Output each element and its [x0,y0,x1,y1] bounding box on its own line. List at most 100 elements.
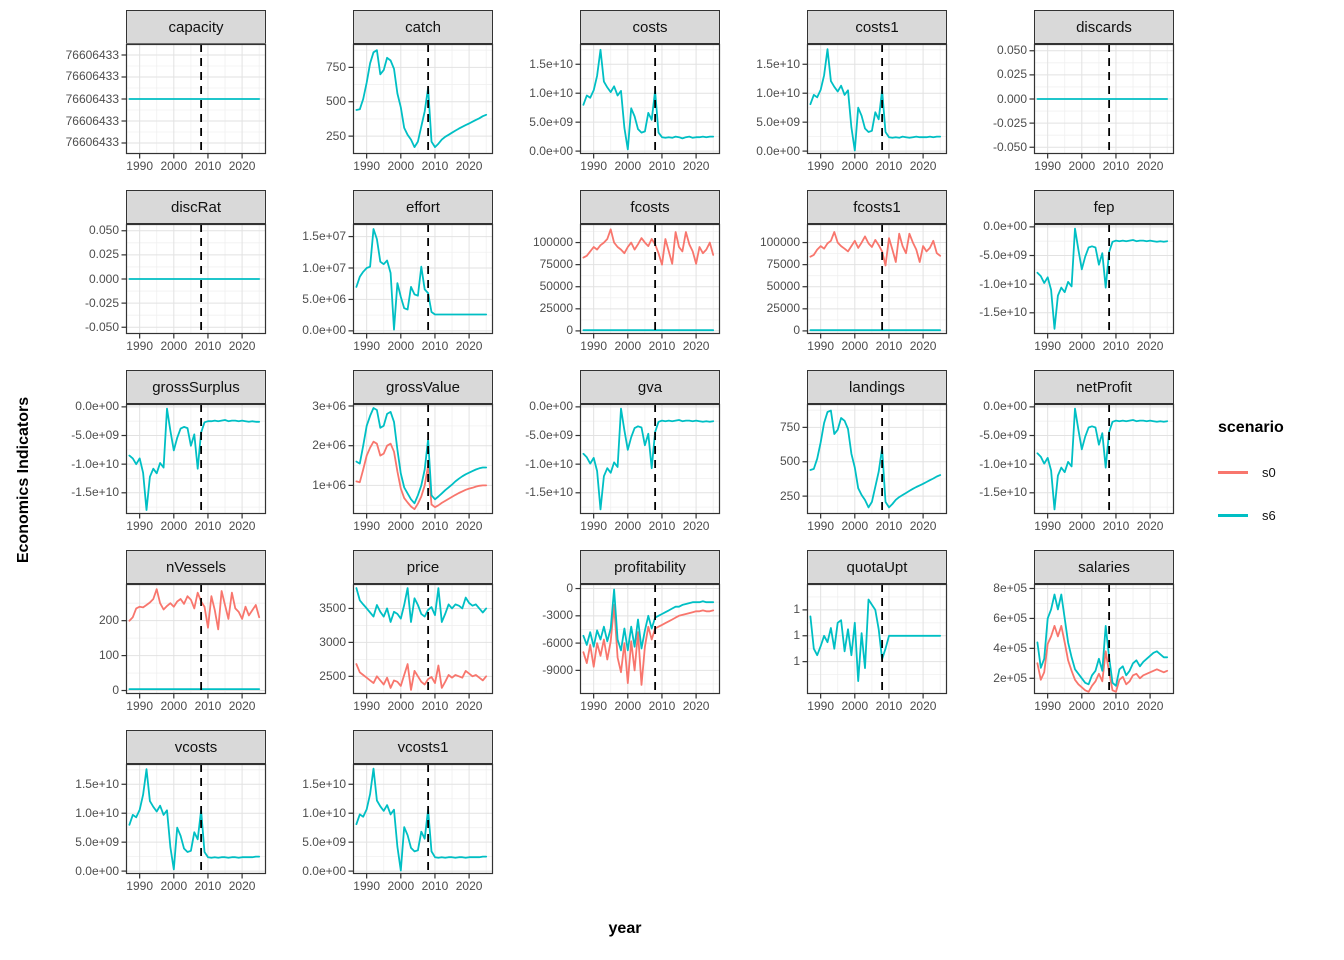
x-tick-label: 2000 [614,519,642,533]
facet-strip: catch [353,10,493,44]
series-line-s6 [355,767,488,872]
strip-row: vcosts1 [287,730,514,764]
y-axis: 0.0e+00 -5.0e+09 -1.0e+10 -1.5e+10 [968,219,1034,334]
axis-gutter [514,190,580,224]
facet-plot [1029,583,1175,699]
facet-plot [802,223,948,339]
x-tick-label: 2000 [614,339,642,353]
y-tick-label: 1.0e+10 [529,85,573,100]
y-tick-label: 100000 [532,235,573,250]
facet-title: costs [632,18,668,36]
strip-row: discards [968,10,1195,44]
y-tick-label: 5.0e+09 [529,114,573,129]
facet-strip: price [353,550,493,584]
y-tick-label: 1 [793,654,800,669]
plot-row: 1.5e+10 1.0e+10 5.0e+09 0.0e+00 [741,43,968,159]
x-tick-label: 2010 [648,339,676,353]
x-tick-label: 2020 [682,159,710,173]
facet-panel [1029,403,1175,519]
x-axis: 1990 2000 2010 2020 [580,154,720,174]
x-tick-label: 2010 [194,699,222,713]
x-tick-label: 2020 [682,699,710,713]
series-line-s0 [128,588,261,631]
strip-row: fcosts1 [741,190,968,224]
facet-title: catch [405,18,441,36]
facet-fep: fep 0.0e+00 -5.0e+09 -1.0e+10 -1.5e+10 1990 20… [968,190,1195,354]
x-axis: 1990 2000 2010 2020 [126,514,266,534]
y-tick-label: -0.050 [992,139,1027,154]
facet-panel [348,403,494,519]
y-tick-label: -1.5e+10 [525,485,573,500]
axis-gutter [968,550,1034,584]
x-tick-label: 1990 [353,339,381,353]
x-tick-label: 2000 [160,519,188,533]
facet-panel [575,403,721,519]
x-tick-label: 2020 [455,339,483,353]
series-line-s6 [355,587,488,623]
strip-row: grossValue [287,370,514,404]
y-tick-label: 0.000 [88,271,119,286]
y-axis-title: Economics Indicators [15,396,32,564]
y-tick-label: 1.5e+07 [302,229,346,244]
y-tick-label: 6e+05 [993,610,1027,625]
x-tick-label: 2020 [228,159,256,173]
series-line-s6 [582,588,715,652]
y-tick-label: -1.5e+10 [979,485,1027,500]
strip-row: netProfit [968,370,1195,404]
y-tick-label: 250 [779,488,800,503]
y-tick-label: 1.0e+10 [756,85,800,100]
facet-panel [121,223,267,339]
facet-vcosts1: vcosts1 1.5e+10 1.0e+10 5.0e+09 0.0e+00 1990 2… [287,730,514,894]
y-tick-label: 250 [325,128,346,143]
y-tick-label: 3e+06 [312,398,346,413]
facet-panel [1029,223,1175,339]
facet-fcosts1: fcosts1 100000 75000 50000 25000 0 1990 2000 201… [741,190,968,354]
facet-strip: capacity [126,10,266,44]
series-line-s6 [809,598,942,682]
x-axis: 1990 2000 2010 2020 [580,694,720,714]
y-axis: 100000 75000 50000 25000 0 [741,224,807,337]
x-axis: 1990 2000 2010 2020 [126,874,266,894]
y-tick-label: 0.025 [88,247,119,262]
plot-row: 100000 75000 50000 25000 0 [514,223,741,339]
strip-row: discRat [60,190,287,224]
x-tick-label: 2000 [1068,159,1096,173]
x-tick-label: 2010 [875,699,903,713]
x-tick-label: 1990 [126,699,154,713]
x-tick-label: 1990 [126,879,154,893]
y-tick-label: 2e+06 [312,438,346,453]
plot-row: 200 100 0 [60,583,287,699]
x-tick-label: 2010 [648,699,676,713]
y-tick-label: -0.050 [84,319,119,334]
axis-gutter [741,550,807,584]
strip-row: gva [514,370,741,404]
plot-row: 0.050 0.025 0.000 -0.025 -0.050 [968,43,1195,159]
y-axis: 750 500 250 [287,44,353,154]
x-tick-label: 2020 [455,159,483,173]
legend-title: scenario [1218,419,1284,436]
x-tick-label: 2010 [875,519,903,533]
x-tick-label: 1990 [126,159,154,173]
series-line-s0 [1036,625,1169,693]
x-tick-label: 2010 [648,519,676,533]
x-tick-label: 1990 [1034,159,1062,173]
facet-effort: effort 1.5e+07 1.0e+07 5.0e+06 0.0e+00 1990 20… [287,190,514,354]
facet-nVessels: nVessels 200 100 0 1990 2000 2010 2020 [60,550,287,714]
y-tick-label: 0.0e+00 [756,143,800,158]
x-axis: 1990 2000 2010 2020 [126,334,266,354]
facet-plot [121,43,267,159]
x-axis: 1990 2000 2010 2020 [807,334,947,354]
x-tick-label: 1990 [580,339,608,353]
x-axis: 1990 2000 2010 2020 [353,694,493,714]
x-tick-label: 2010 [421,339,449,353]
x-tick-label: 1990 [807,339,835,353]
y-tick-label: 75000 [766,257,800,272]
y-tick-label: 76606433 [65,113,119,128]
facet-title: grossValue [386,378,460,396]
series-line-s6 [582,48,715,151]
facet-plot [802,43,948,159]
x-tick-label: 2000 [160,339,188,353]
facet-plot [348,583,494,699]
x-tick-label: 2010 [648,159,676,173]
plot-row: 1.5e+10 1.0e+10 5.0e+09 0.0e+00 [514,43,741,159]
